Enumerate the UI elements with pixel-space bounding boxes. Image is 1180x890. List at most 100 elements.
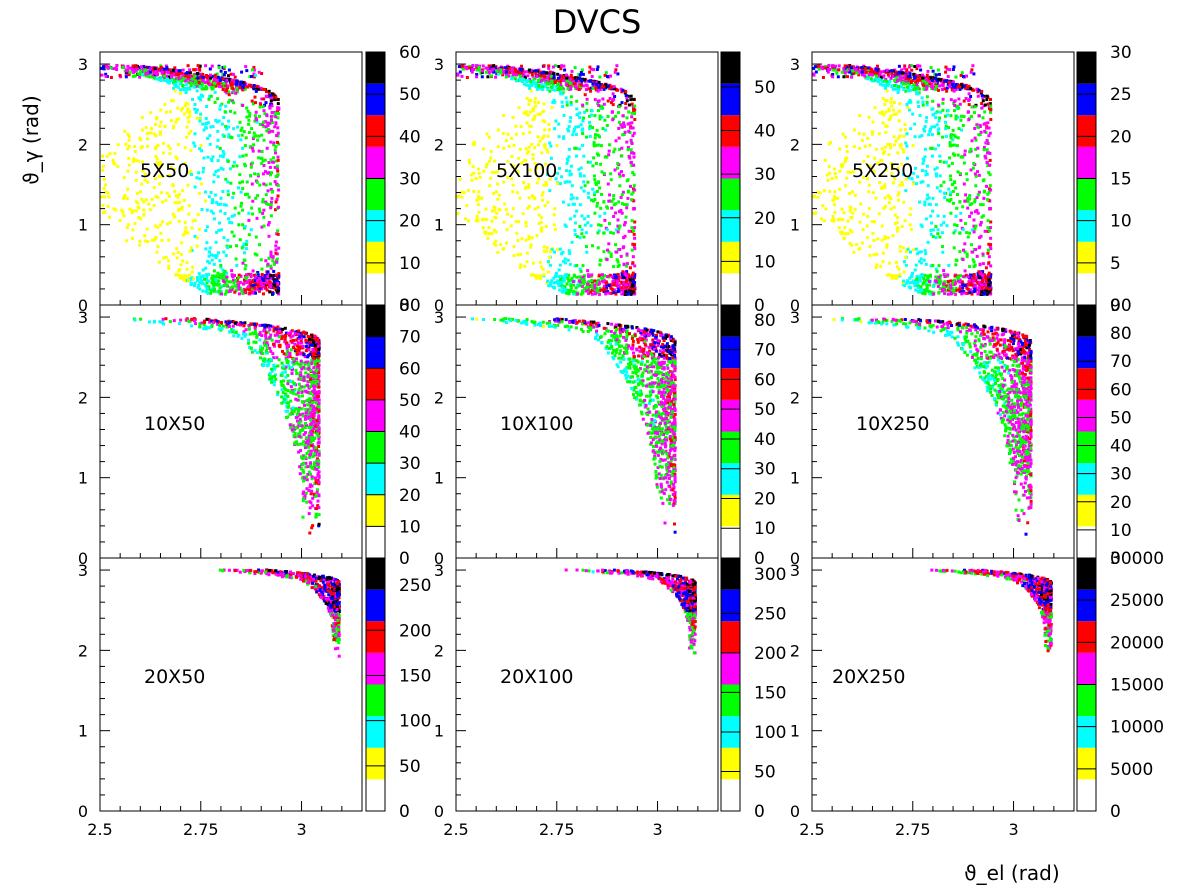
density-cell (907, 85, 911, 88)
density-cell (894, 274, 898, 278)
density-cell (968, 290, 972, 294)
density-cell (490, 68, 494, 72)
density-cell (936, 79, 939, 83)
density-cell (575, 209, 579, 213)
density-cell (182, 87, 186, 91)
density-cell (167, 194, 171, 198)
density-cell (166, 77, 169, 81)
density-cell (907, 108, 911, 112)
density-cell (496, 197, 500, 201)
density-cell (612, 273, 616, 277)
density-cell (541, 87, 545, 91)
density-cell (221, 277, 225, 280)
density-cell (154, 77, 158, 81)
density-cell (853, 208, 857, 212)
density-cell (204, 117, 208, 120)
density-cell (264, 193, 268, 197)
density-cell (522, 181, 526, 184)
density-cell (953, 274, 957, 278)
density-cell (573, 76, 577, 80)
density-cell (522, 71, 526, 75)
density-cell (238, 173, 242, 177)
density-cell (573, 146, 577, 150)
density-cell (190, 226, 194, 230)
density-cell (177, 192, 181, 196)
density-cell (255, 180, 259, 184)
density-cell (266, 121, 270, 125)
density-cell (965, 255, 969, 259)
density-cell (942, 180, 946, 184)
density-cell (563, 68, 567, 72)
density-cell (872, 170, 876, 174)
density-cell (561, 105, 565, 108)
density-cell (136, 67, 140, 71)
density-cell (890, 71, 894, 75)
density-cell (223, 65, 227, 69)
density-cell (883, 99, 887, 103)
density-cell (919, 250, 923, 254)
density-cell (831, 75, 835, 79)
density-cell (477, 172, 481, 175)
density-cell (968, 265, 972, 269)
y-tick-label: 0 (434, 296, 444, 315)
density-cell (490, 170, 494, 174)
density-cell (217, 283, 221, 286)
density-cell (931, 87, 935, 91)
density-cell (626, 196, 630, 200)
density-cell (981, 203, 985, 207)
density-cell (589, 290, 593, 294)
density-cell (476, 195, 480, 199)
density-cell (574, 221, 577, 225)
density-cell (221, 190, 225, 193)
density-cell (933, 125, 936, 129)
density-cell (245, 192, 249, 196)
density-cell (569, 286, 573, 290)
density-cell (581, 264, 585, 268)
density-cell (861, 228, 865, 232)
density-cell (276, 276, 280, 280)
density-cell (489, 65, 493, 69)
density-cell (276, 102, 280, 106)
density-cell (969, 147, 973, 151)
density-cell (548, 89, 552, 93)
density-cell (617, 289, 621, 293)
density-cell (204, 247, 208, 251)
density-cell (942, 221, 946, 225)
density-cell (846, 170, 850, 174)
density-cell (238, 86, 242, 90)
density-cell (237, 292, 241, 296)
density-cell (205, 225, 209, 229)
density-cell (953, 278, 957, 282)
density-cell (127, 163, 131, 167)
density-cell (180, 241, 184, 245)
density-cell (617, 127, 621, 130)
density-cell (518, 74, 522, 78)
density-cell (619, 87, 623, 91)
density-cell (184, 72, 188, 76)
density-cell (884, 78, 888, 81)
density-cell (532, 195, 536, 199)
density-cell (534, 171, 538, 175)
density-cell (966, 206, 970, 210)
density-cell (209, 85, 213, 89)
density-cell (560, 87, 564, 90)
density-cell (186, 107, 190, 111)
density-cell (535, 87, 539, 91)
density-cell (230, 269, 234, 273)
density-cell (174, 84, 178, 88)
density-cell (230, 230, 234, 234)
density-cell (619, 196, 623, 199)
density-cell (544, 249, 548, 253)
density-cell (615, 258, 619, 262)
density-cell (595, 128, 599, 132)
density-cell (632, 232, 636, 236)
density-cell (173, 89, 177, 93)
density-cell (141, 160, 144, 164)
density-cell (250, 75, 253, 78)
density-cell (601, 274, 605, 278)
density-cell (633, 247, 637, 251)
density-cell (590, 281, 594, 285)
density-cell (586, 269, 590, 273)
density-cell (986, 192, 990, 196)
